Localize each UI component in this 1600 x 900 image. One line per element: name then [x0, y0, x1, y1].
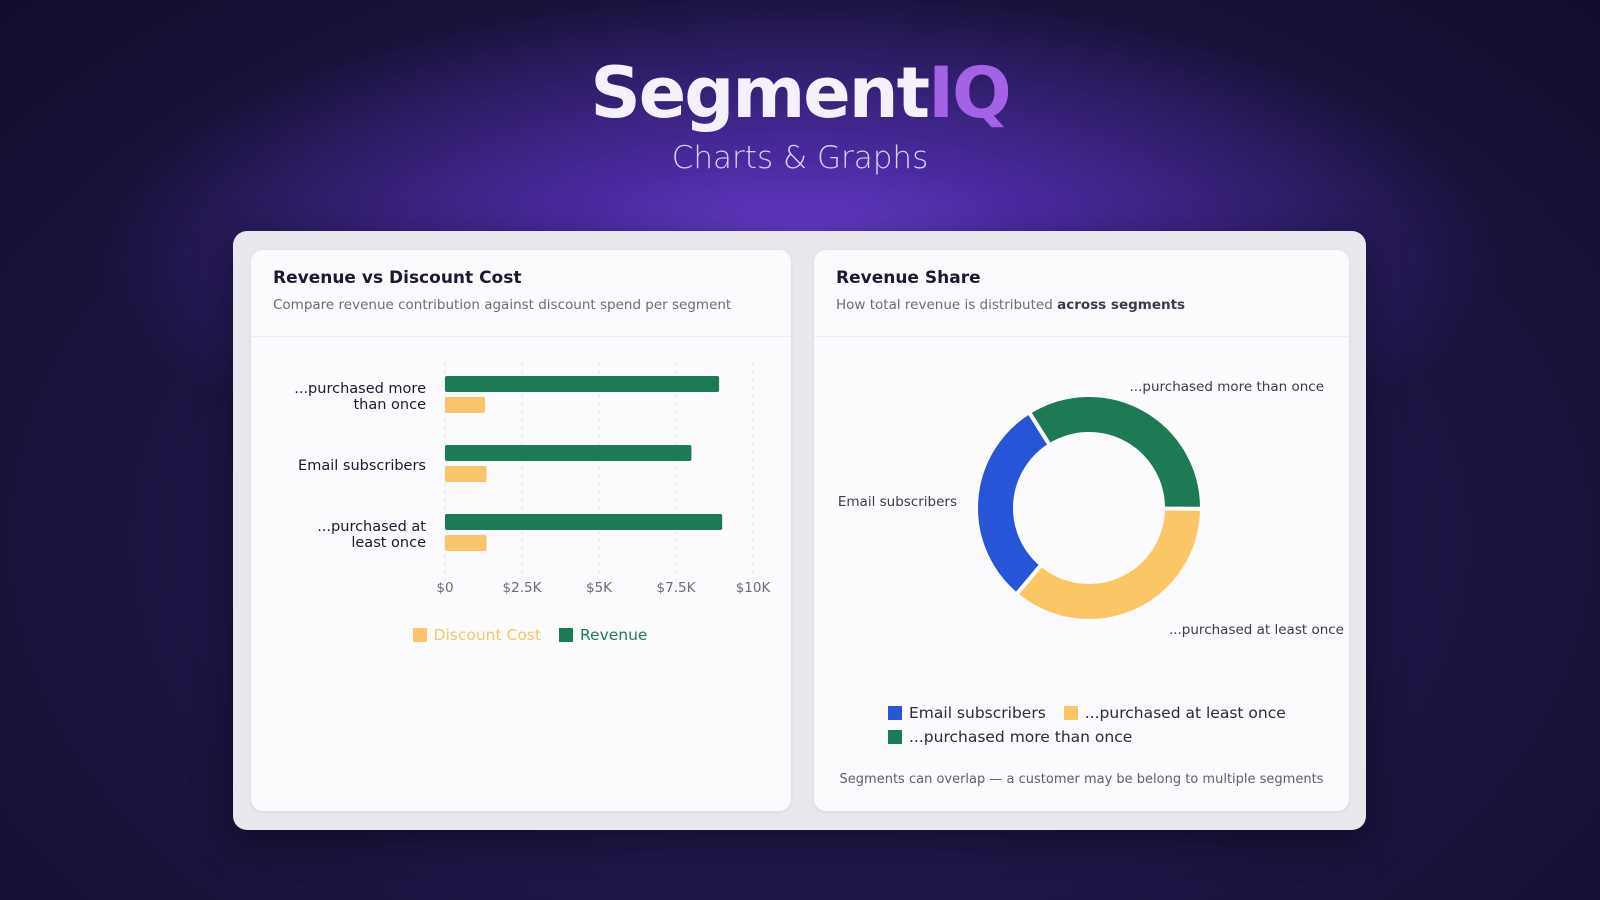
- legend-item: Discount Cost: [412, 626, 541, 644]
- legend-label: Discount Cost: [433, 626, 541, 644]
- legend-swatch: [412, 628, 427, 642]
- legend: Discount Cost Revenue: [251, 626, 791, 644]
- bar: [445, 514, 723, 530]
- y-tick-label: Email subscribers: [298, 458, 426, 474]
- bar: [445, 535, 487, 551]
- divider: [251, 336, 791, 337]
- legend-item: ...purchased at least once: [1063, 704, 1286, 722]
- legend-swatch: [558, 628, 573, 642]
- brand-subtitle: Charts & Graphs: [671, 140, 929, 176]
- donut-slice: [1026, 393, 1204, 511]
- brand-name: Segment: [590, 52, 930, 134]
- card-subtitle: How total revenue is distributed across …: [836, 297, 1185, 313]
- card-title: Revenue Share: [836, 268, 981, 288]
- subtitle-text: How total revenue is distributed: [836, 297, 1053, 313]
- legend-label: Email subscribers: [909, 704, 1046, 722]
- donut-slice: [974, 409, 1053, 598]
- legend-label: Revenue: [579, 626, 648, 644]
- card-title: Revenue vs Discount Cost: [273, 268, 522, 288]
- subtitle-bold: across segments: [1057, 297, 1186, 313]
- bar: [445, 445, 692, 461]
- legend-swatch: [1063, 706, 1078, 720]
- x-tick-label: $0: [436, 580, 453, 596]
- legend-swatch: [888, 706, 902, 720]
- legend-swatch: [888, 730, 902, 744]
- brand: SegmentIQ: [0, 52, 1600, 134]
- x-tick-label: $2.5K: [503, 580, 543, 596]
- y-tick-label: ...purchased at least once: [317, 519, 426, 551]
- slice-label: ...purchased at least once: [1169, 622, 1344, 638]
- x-tick-label: $7.5K: [657, 580, 697, 596]
- bar: [445, 376, 720, 392]
- footnote: Segments can overlap — a customer may be…: [839, 772, 1324, 787]
- x-tick-label: $10K: [736, 580, 772, 596]
- legend-label: ...purchased at least once: [1084, 704, 1286, 722]
- bar-chart: $0 $2.5K $5K $7.5K $10K ...purchased more than…: [294, 362, 772, 596]
- donut-card: Revenue Share How total revenue is distr…: [814, 250, 1349, 811]
- donut-chart: Email subscribers ...purchased at least o…: [838, 379, 1344, 638]
- divider: [814, 336, 1349, 337]
- x-tick-label: $5K: [586, 580, 613, 596]
- legend-item: Email subscribers: [888, 704, 1046, 722]
- legend-item: Revenue: [558, 626, 648, 644]
- slice-label: ...purchased more than once: [1130, 379, 1324, 395]
- legend-label: ...purchased more than once: [909, 728, 1133, 746]
- y-tick-label: ...purchased more than once: [294, 381, 426, 413]
- slice-label: Email subscribers: [838, 494, 957, 510]
- bar: [445, 397, 486, 413]
- bar-card: Revenue vs Discount Cost Compare revenue…: [251, 250, 791, 811]
- card-subtitle: Compare revenue contribution against dis…: [273, 297, 732, 313]
- brand-accent: IQ: [928, 52, 1012, 134]
- legend-item: ...purchased more than once: [888, 728, 1132, 746]
- donut-slice: [1013, 506, 1205, 623]
- legend: Email subscribers ...purchased at least o…: [888, 704, 1328, 746]
- bar: [445, 466, 487, 482]
